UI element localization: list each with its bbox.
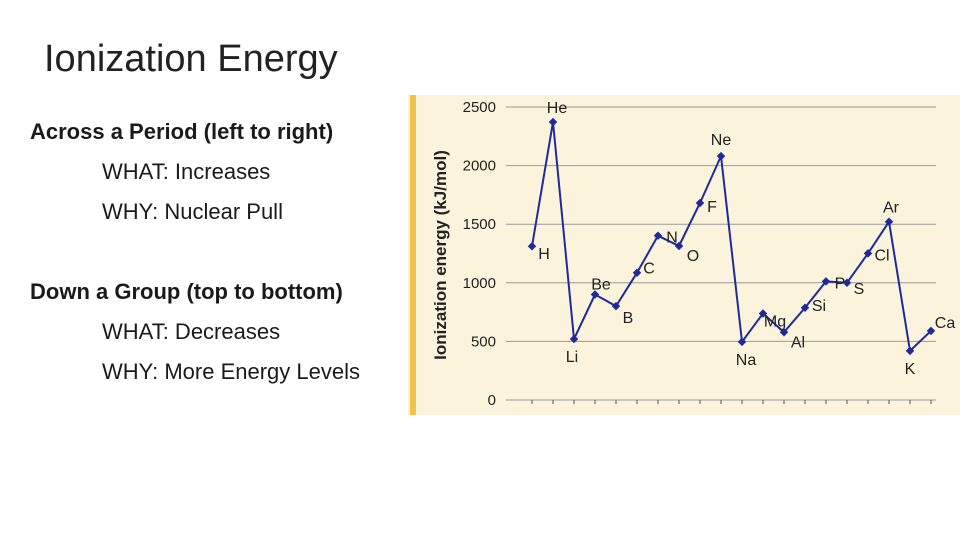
slide-title: Ionization Energy [44, 38, 338, 80]
data-label-Na: Na [736, 352, 757, 369]
data-label-P: P [835, 275, 846, 292]
data-point-C [632, 268, 642, 277]
data-label-Ar: Ar [883, 200, 900, 217]
y-axis-label: Ionization energy (kJ/mol) [431, 150, 450, 360]
data-label-H: H [538, 246, 550, 263]
data-label-Li: Li [566, 349, 578, 366]
axis-layer: 0 500 1000 1500 2000 2500 [463, 99, 932, 409]
group-why-key: WHY [102, 359, 153, 384]
group-what-key: WHAT [102, 319, 163, 344]
ionization-chart-svg: 0 500 1000 1500 2000 2500 Ionization energy (… [408, 95, 960, 415]
data-label-S: S [854, 281, 865, 298]
period-why-line: WHY: Nuclear Pull [30, 192, 410, 232]
y-tick-label: 0 [488, 392, 496, 409]
data-label-Si: Si [812, 298, 826, 315]
ionization-chart: 0 500 1000 1500 2000 2500 Ionization energy (… [408, 95, 960, 415]
series-layer: H He Li Be B CNO F Ne Na Mg Al Si P S Cl Ar K Ca [527, 100, 956, 378]
group-what-line: WHAT: Decreases [30, 312, 410, 352]
data-label-Cl: Cl [874, 247, 889, 264]
series-line [531, 121, 932, 353]
y-tick-label: 500 [471, 333, 496, 350]
grid-layer [506, 106, 936, 401]
bullet-list: Across a Period (left to right) WHAT: In… [30, 112, 410, 392]
data-label-Be: Be [591, 277, 611, 294]
data-label-B: B [623, 310, 634, 327]
y-tick-label: 2000 [463, 158, 496, 175]
data-label-He: He [547, 100, 568, 117]
period-why-value: : Nuclear Pull [152, 199, 283, 224]
data-label-F: F [707, 199, 717, 216]
period-what-line: WHAT: Increases [30, 152, 410, 192]
data-label-C: C [643, 261, 655, 278]
period-what-key: WHAT [102, 159, 163, 184]
y-tick-label: 1500 [463, 216, 496, 233]
group-what-value: : Decreases [162, 319, 281, 344]
data-label-Ca: Ca [935, 315, 956, 332]
data-point-Na [737, 337, 747, 347]
data-point-B [611, 301, 621, 311]
period-heading: Across a Period (left to right) [30, 119, 334, 144]
period-why-key: WHY [102, 199, 153, 224]
chart-left-accent-bar [410, 95, 416, 415]
group-why-value: : More Energy Levels [152, 359, 360, 384]
data-point-Li [569, 334, 579, 344]
data-label-Al: Al [791, 334, 805, 351]
y-tick-label: 2500 [463, 99, 496, 116]
period-what-value: : Increases [162, 159, 271, 184]
data-label-K: K [905, 361, 916, 378]
group-why-line: WHY: More Energy Levels [30, 352, 410, 392]
data-label-O: O [687, 248, 699, 265]
y-tick-label: 1000 [463, 275, 496, 292]
data-label-Mg: Mg [764, 314, 786, 331]
group-heading: Down a Group (top to bottom) [30, 279, 343, 304]
data-label-N: N [666, 230, 678, 247]
data-label-Ne: Ne [711, 132, 732, 149]
